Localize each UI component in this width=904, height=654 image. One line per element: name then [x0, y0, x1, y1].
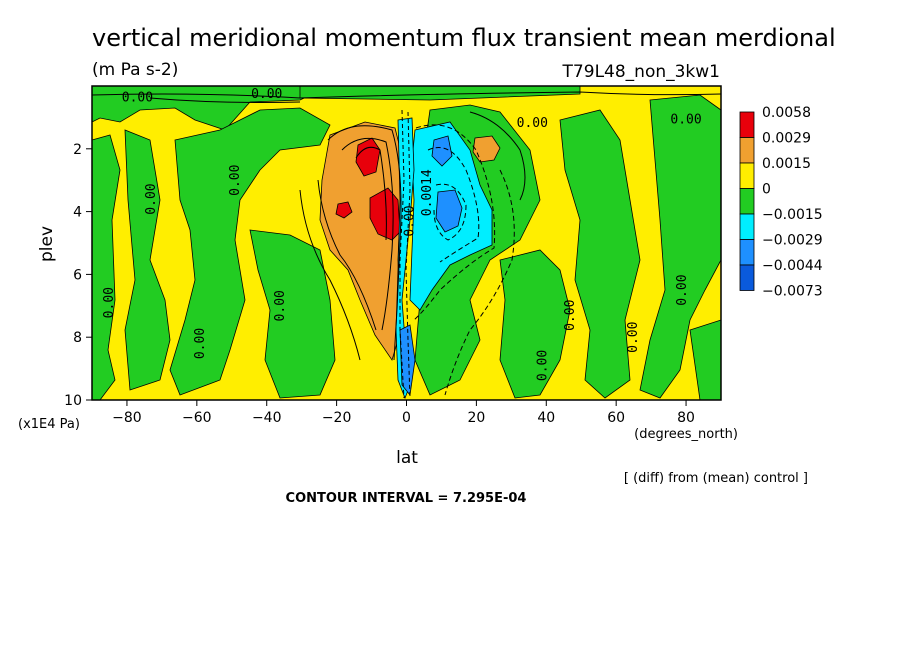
colorbar-swatch: [739, 162, 755, 189]
colorbar-level-label: 0.0029: [762, 131, 811, 147]
contour-line: [327, 125, 402, 361]
contour-line-dashed: [444, 169, 515, 396]
contour-line-dashed: [399, 109, 405, 399]
contour-label: 0.00: [193, 328, 208, 359]
colorbar-level-label: 0.0058: [762, 105, 811, 121]
contour-line: [341, 137, 394, 331]
contour-line: [91, 91, 722, 99]
colorbar-level-label: −0.0015: [762, 207, 823, 223]
contour-label: 0.00: [122, 91, 153, 106]
blue-core-northern: [435, 189, 463, 233]
y-tick-label: 4: [73, 205, 82, 221]
contour-label: 0.00: [535, 350, 550, 381]
colorbar-swatch: [739, 264, 755, 291]
colorbar-swatch: [739, 239, 755, 266]
x-axis-label: lat: [396, 448, 418, 468]
colorbar-swatch: [739, 188, 755, 215]
contour-label: 0.00: [626, 322, 641, 353]
colorbar-swatch: [739, 137, 755, 164]
contour-label: 0.00: [228, 165, 243, 196]
green-region-northern-column: [559, 109, 641, 399]
units-label: (m Pa s-2): [92, 60, 178, 80]
y-axis-ticks: 2 4 6 8 10: [64, 142, 92, 409]
y-tick-label: 2: [73, 142, 82, 158]
green-region-northern-band: [499, 249, 571, 399]
negative-deep-regions: [399, 135, 463, 396]
contour-label: 0.00: [670, 113, 701, 128]
x-tick-label: 60: [607, 410, 625, 426]
contour-label: 0.00: [402, 205, 417, 236]
colorbar-swatch: [739, 213, 755, 240]
contour-label: 0.00: [102, 287, 117, 318]
contour-line: [317, 179, 377, 331]
contour-label: 0.00: [144, 183, 159, 214]
colorbar-level-label: −0.0029: [762, 233, 823, 249]
x-tick-label: −20: [322, 410, 352, 426]
contour-line-dashed: [413, 124, 496, 321]
contour-lines: [91, 91, 722, 399]
chart-title: vertical meridional momentum flux transi…: [92, 24, 836, 52]
red-core-small: [335, 201, 353, 219]
colorbar-swatch: [739, 111, 755, 138]
colorbar: 0.0058 0.0029 0.0015 0 −0.0015 −0.0029 −0.0044…: [739, 105, 823, 300]
contour-label: 0.0014: [420, 169, 435, 216]
blue-strip-equator: [399, 324, 416, 396]
contour-line-dashed: [427, 147, 480, 263]
contour-label: 0.00: [563, 300, 578, 331]
contour-interval-label: CONTOUR INTERVAL = 7.295E-04: [286, 491, 527, 506]
colorbar-level-label: −0.0044: [762, 258, 823, 274]
contour-line-dashed: [433, 183, 467, 241]
contour-line: [469, 111, 526, 201]
colorbar-level-label: 0: [762, 182, 771, 198]
contour-label: 0.00: [517, 116, 548, 131]
green-region-lower-south: [249, 229, 336, 399]
contour-label: 0.00: [251, 87, 282, 102]
y-axis-label: plev: [37, 226, 57, 262]
green-region-southern-column: [124, 129, 171, 391]
contour-label: 0.00: [273, 290, 288, 321]
x-tick-label: 0: [402, 410, 411, 426]
run-label: T79L48_non_3kw1: [562, 62, 720, 82]
colorbar-level-label: −0.0073: [762, 284, 823, 300]
plot-area: 0.00 0.000.00 0.000.000.000.00 0.000.000.00…: [91, 85, 722, 401]
contour-line: [149, 97, 301, 103]
y-axis-units: (x1E4 Pa): [18, 417, 80, 432]
contour-line: [299, 189, 361, 361]
contour-label: 0.00: [675, 274, 690, 305]
contour-line: [355, 146, 387, 241]
x-tick-label: 80: [677, 410, 695, 426]
green-region-mid-south: [169, 107, 331, 396]
contour-labels: 0.00 0.000.00 0.000.000.000.00 0.000.000.00…: [102, 87, 702, 381]
contour-line-dashed: [405, 111, 411, 399]
x-tick-label: −40: [252, 410, 282, 426]
x-tick-label: 20: [467, 410, 485, 426]
y-tick-label: 10: [64, 393, 82, 409]
x-axis-ticks: −80 −60 −40 −20 0 20 40 60 80: [112, 400, 695, 426]
y-tick-label: 8: [73, 330, 82, 346]
x-tick-label: −60: [182, 410, 212, 426]
orange-lobe-north-small: [472, 135, 501, 163]
x-axis-units: (degrees_north): [634, 427, 738, 442]
diff-note: [ (diff) from (mean) control ]: [624, 471, 808, 486]
y-tick-label: 6: [73, 267, 82, 283]
blue-core-upper: [431, 135, 453, 167]
x-tick-label: −80: [112, 410, 142, 426]
colorbar-level-label: 0.0015: [762, 156, 811, 172]
x-tick-label: 40: [537, 410, 555, 426]
